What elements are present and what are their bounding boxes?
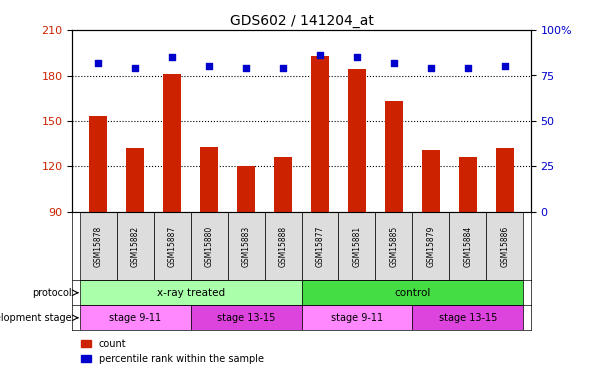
FancyBboxPatch shape [80,305,191,330]
Bar [385,101,403,212]
FancyBboxPatch shape [376,212,412,280]
Bar [163,74,182,212]
Point [352,54,362,60]
Bar [311,56,329,212]
Point [278,65,288,71]
Bar [348,69,366,212]
Text: x-ray treated: x-ray treated [157,288,225,298]
Point [204,63,214,69]
Text: development stage: development stage [0,313,72,323]
FancyBboxPatch shape [302,305,412,330]
FancyBboxPatch shape [154,212,191,280]
Bar [421,150,440,212]
Title: GDS602 / 141204_at: GDS602 / 141204_at [230,13,373,28]
Point [130,65,140,71]
Point [389,60,399,66]
Point [241,65,251,71]
FancyBboxPatch shape [227,212,265,280]
FancyBboxPatch shape [117,212,154,280]
Text: GSM15878: GSM15878 [93,225,103,267]
Text: GSM15885: GSM15885 [390,225,399,267]
FancyBboxPatch shape [191,212,227,280]
Point [500,63,510,69]
Text: GSM15880: GSM15880 [204,225,213,267]
Text: GSM15883: GSM15883 [242,225,251,267]
Bar [89,117,107,212]
Bar [496,148,514,212]
FancyBboxPatch shape [302,280,523,305]
Point [426,65,436,71]
FancyBboxPatch shape [486,212,523,280]
FancyBboxPatch shape [338,212,376,280]
Text: GSM15877: GSM15877 [315,225,324,267]
Text: protocol: protocol [32,288,72,298]
Text: control: control [394,288,431,298]
Point [463,65,473,71]
FancyBboxPatch shape [302,212,338,280]
Text: GSM15881: GSM15881 [352,225,361,267]
FancyBboxPatch shape [80,280,302,305]
Text: stage 13-15: stage 13-15 [438,313,497,323]
FancyBboxPatch shape [412,212,449,280]
Point [315,53,325,58]
Legend: count, percentile rank within the sample: count, percentile rank within the sample [77,335,268,368]
Text: GSM15882: GSM15882 [131,225,140,267]
FancyBboxPatch shape [191,305,302,330]
Bar [200,147,218,212]
FancyBboxPatch shape [80,212,117,280]
Text: GSM15884: GSM15884 [463,225,472,267]
Bar [237,166,255,212]
Text: stage 9-11: stage 9-11 [109,313,161,323]
Text: stage 9-11: stage 9-11 [331,313,383,323]
Text: GSM15888: GSM15888 [279,225,288,267]
Text: stage 13-15: stage 13-15 [217,313,275,323]
FancyBboxPatch shape [265,212,302,280]
Bar [126,148,145,212]
Bar [274,158,292,212]
FancyBboxPatch shape [449,212,486,280]
Point [167,54,177,60]
Point [93,60,103,66]
Text: GSM15879: GSM15879 [426,225,435,267]
Bar [458,158,477,212]
FancyBboxPatch shape [412,305,523,330]
Text: GSM15886: GSM15886 [500,225,510,267]
Text: GSM15887: GSM15887 [168,225,177,267]
